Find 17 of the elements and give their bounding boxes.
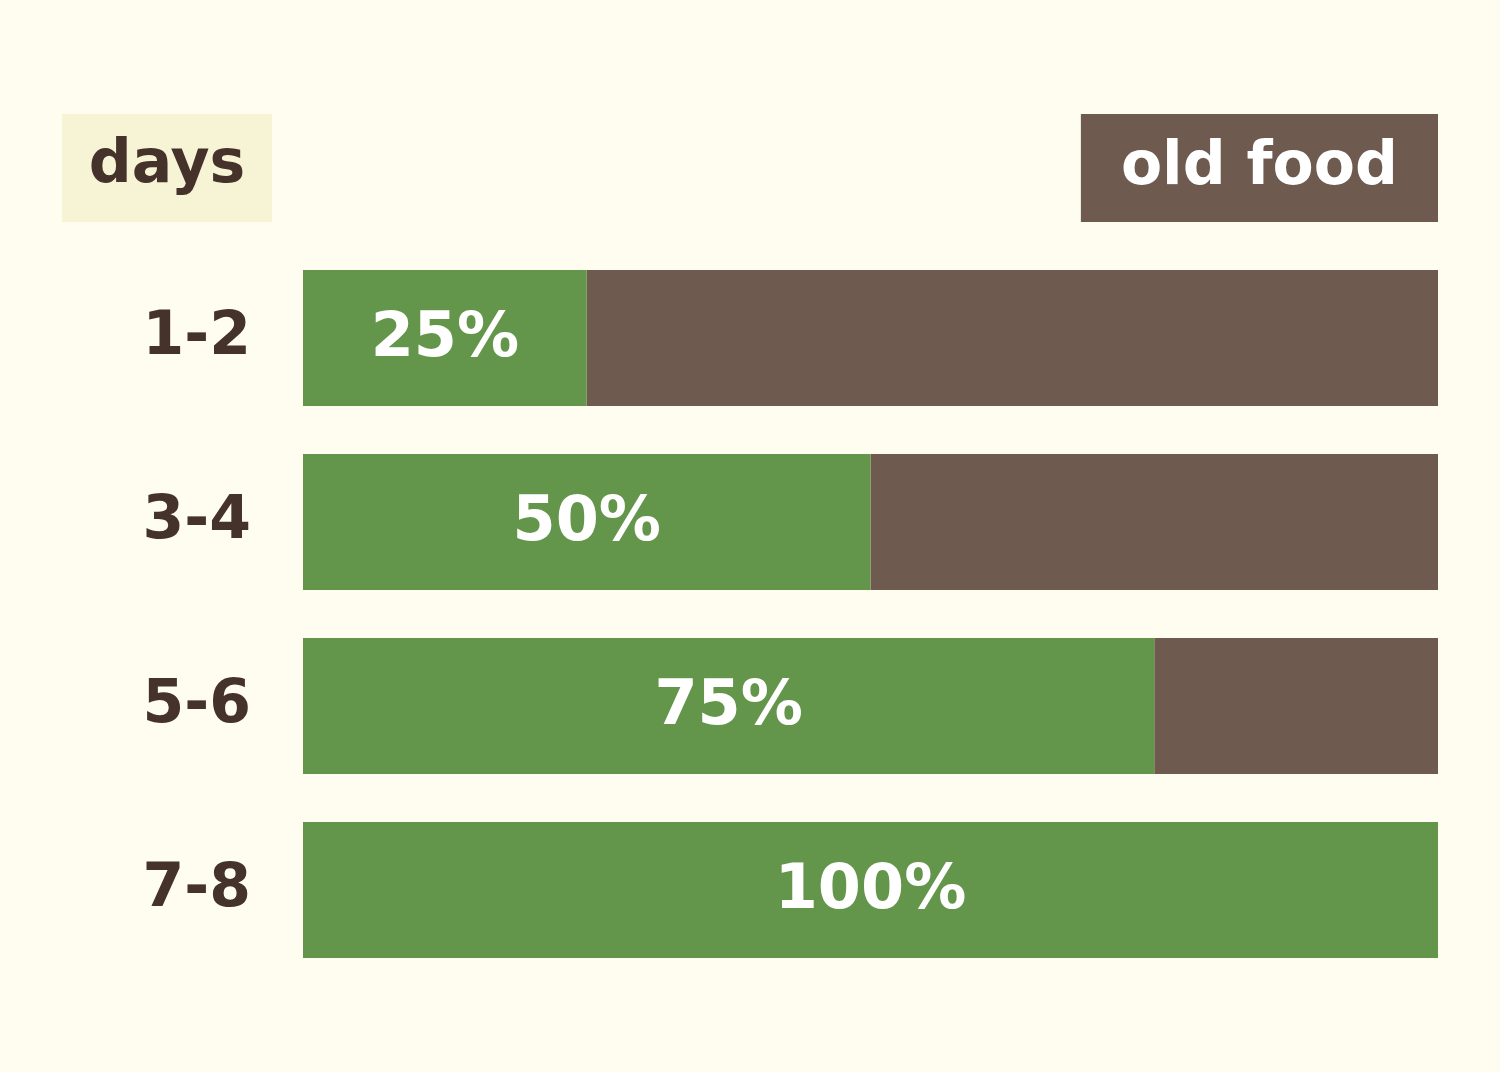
data-label: 50% — [512, 482, 661, 556]
bar — [303, 638, 1155, 774]
y-tick-label: 3-4 — [142, 481, 251, 552]
y-tick-label: 1-2 — [142, 297, 251, 368]
data-label: 75% — [654, 666, 803, 740]
data-label: 100% — [774, 850, 967, 924]
bar — [586, 270, 1438, 406]
y-tick-label: 7-8 — [142, 849, 251, 920]
series-label: old food — [1120, 127, 1398, 198]
y-tick-label: 5-6 — [142, 665, 251, 736]
bar — [303, 454, 871, 590]
data-label: 25% — [370, 298, 520, 372]
y-axis-title: days — [88, 125, 246, 196]
bar — [303, 270, 587, 406]
bar — [870, 454, 1438, 590]
bar — [303, 822, 1438, 958]
bar — [1154, 638, 1438, 774]
